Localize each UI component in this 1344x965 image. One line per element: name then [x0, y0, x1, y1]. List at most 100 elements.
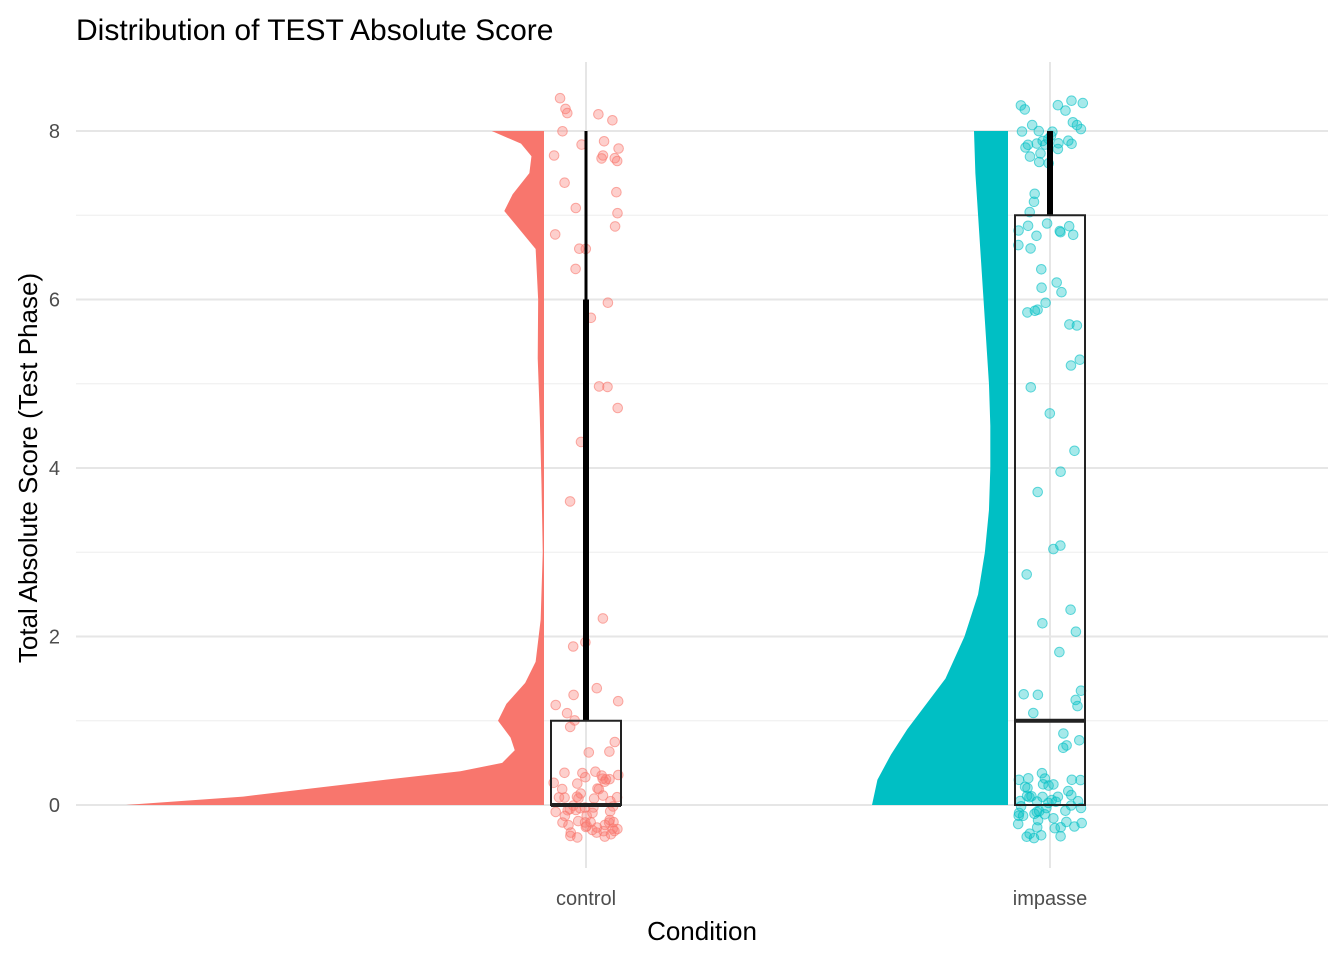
- data-point-impasse: [1067, 229, 1079, 241]
- data-point-impasse: [1058, 728, 1069, 739]
- data-point-impasse: [1077, 97, 1089, 109]
- y-axis-label: Total Absolute Score (Test Phase): [13, 273, 43, 663]
- data-point-control: [599, 831, 611, 842]
- data-point-control: [602, 381, 613, 393]
- data-point-impasse: [1066, 138, 1077, 150]
- data-point-impasse: [1076, 817, 1087, 829]
- data-point-impasse: [1031, 806, 1043, 818]
- density-clouds: [126, 131, 1008, 805]
- y-tick-label: 2: [49, 627, 60, 649]
- data-point-impasse: [1056, 286, 1067, 298]
- data-point-control: [567, 641, 579, 652]
- data-point-impasse: [1033, 156, 1045, 168]
- data-point-control: [607, 115, 618, 126]
- chart-title: Distribution of TEST Absolute Score: [76, 14, 553, 47]
- data-point-impasse: [1052, 99, 1064, 111]
- data-point-impasse: [1012, 818, 1024, 830]
- data-point-control: [574, 243, 585, 254]
- data-point-impasse: [1072, 700, 1083, 712]
- data-point-impasse: [1029, 188, 1040, 200]
- boxplots: [550, 131, 1086, 807]
- data-point-control: [549, 229, 561, 240]
- data-point-control: [557, 817, 568, 828]
- data-point-control: [559, 767, 570, 779]
- data-point-impasse: [1036, 282, 1047, 294]
- data-point-impasse: [1066, 95, 1077, 106]
- data-point-impasse: [1028, 707, 1039, 719]
- data-point-control: [604, 773, 615, 785]
- data-point-control: [611, 155, 623, 167]
- y-tick-label: 8: [49, 121, 60, 143]
- data-point-control: [572, 778, 583, 789]
- data-point-control: [612, 207, 623, 219]
- data-point-impasse: [1055, 831, 1066, 842]
- data-point-impasse: [1067, 117, 1079, 128]
- data-point-impasse: [1032, 689, 1044, 701]
- data-point-impasse: [1021, 569, 1032, 580]
- density-cloud-impasse: [872, 131, 1008, 805]
- data-point-impasse: [1044, 408, 1056, 419]
- data-point-impasse: [1013, 225, 1024, 236]
- data-point-impasse: [1063, 220, 1075, 232]
- data-point-impasse: [1016, 126, 1028, 137]
- data-point-control: [609, 221, 621, 232]
- data-point-impasse: [1060, 105, 1071, 116]
- data-point-control: [559, 177, 570, 188]
- data-point-impasse: [1039, 809, 1050, 820]
- data-point-control: [602, 297, 614, 309]
- data-point-impasse: [1013, 239, 1024, 251]
- data-point-control: [564, 721, 576, 733]
- data-point-impasse: [1055, 466, 1066, 478]
- data-point-impasse: [1057, 742, 1069, 754]
- data-point-impasse: [1037, 618, 1048, 629]
- data-point-control: [554, 92, 566, 104]
- data-point-control: [570, 263, 581, 275]
- data-point-impasse: [1033, 125, 1045, 137]
- data-point-control: [597, 613, 609, 624]
- data-point-impasse: [1028, 196, 1040, 208]
- data-point-impasse: [1036, 264, 1047, 275]
- data-point-control: [572, 832, 583, 843]
- data-point-control: [561, 707, 573, 719]
- data-point-control: [604, 746, 615, 757]
- data-point-impasse: [1074, 735, 1085, 746]
- data-point-impasse: [1055, 822, 1066, 833]
- y-tick-label: 4: [49, 458, 60, 480]
- data-point-control: [609, 736, 621, 748]
- data-point-control: [548, 150, 560, 161]
- data-point-control: [605, 829, 617, 840]
- data-point-control: [593, 381, 605, 392]
- data-point-impasse: [1024, 151, 1036, 162]
- data-point-control: [553, 792, 565, 803]
- data-point-control: [590, 766, 601, 778]
- data-point-impasse: [1021, 831, 1032, 843]
- data-point-impasse: [1066, 789, 1077, 801]
- data-point-control: [597, 790, 609, 801]
- x-tick-label-impasse: impasse: [1013, 888, 1087, 910]
- data-point-control: [599, 819, 611, 831]
- data-point-impasse: [1074, 354, 1086, 366]
- data-point-impasse: [1031, 230, 1042, 242]
- data-point-control: [613, 143, 624, 154]
- data-point-impasse: [1022, 782, 1033, 794]
- data-point-impasse: [1018, 689, 1030, 700]
- data-point-impasse: [1035, 148, 1046, 159]
- data-point-control: [598, 136, 610, 147]
- x-tick-label-control: control: [556, 888, 616, 910]
- data-point-control: [580, 771, 591, 783]
- data-point-impasse: [1066, 774, 1078, 786]
- y-tick-label: 6: [49, 290, 60, 312]
- data-point-control: [568, 689, 579, 701]
- box-impasse: [1014, 214, 1086, 806]
- data-point-impasse: [1025, 382, 1037, 393]
- data-point-impasse: [1036, 767, 1048, 779]
- data-point-impasse: [1052, 143, 1064, 155]
- data-point-control: [611, 186, 622, 198]
- data-point-impasse: [1025, 243, 1036, 254]
- data-point-impasse: [1048, 813, 1059, 824]
- data-point-control: [591, 682, 603, 694]
- data-point-impasse: [1048, 543, 1059, 555]
- data-point-impasse: [1019, 104, 1031, 115]
